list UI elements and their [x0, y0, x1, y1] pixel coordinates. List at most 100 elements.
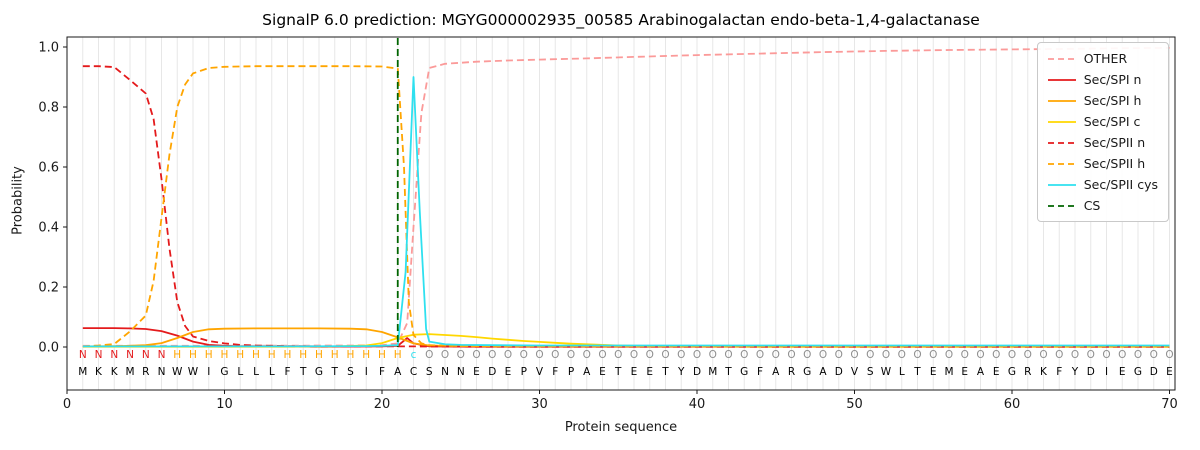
residue-letter: T — [299, 366, 307, 378]
residue-letter: E — [473, 366, 480, 378]
residue-class-label: N — [95, 349, 103, 361]
residue-letter: P — [521, 366, 527, 378]
residue-class-label: O — [1055, 349, 1063, 361]
residue-class-label: H — [347, 349, 355, 361]
residue-class-label: H — [221, 349, 229, 361]
residue-letter: E — [993, 366, 1000, 378]
residue-class-label: H — [299, 349, 307, 361]
residue-letter: V — [536, 366, 544, 378]
residue-class-label: O — [929, 349, 937, 361]
residue-letter: N — [457, 366, 465, 378]
residue-letter: I — [207, 366, 210, 378]
residue-letter: Y — [1071, 366, 1079, 378]
residue-class-label: O — [535, 349, 543, 361]
legend-item-other: OTHER — [1047, 50, 1158, 67]
legend-line-sample — [1047, 78, 1076, 81]
residue-letter: G — [1008, 366, 1016, 378]
residue-letter: S — [867, 366, 874, 378]
residue-letter: K — [95, 366, 103, 378]
residue-letter: E — [646, 366, 653, 378]
residue-class-label: H — [394, 349, 402, 361]
legend-label: Sec/SPI h — [1083, 93, 1142, 108]
residue-letter: T — [913, 366, 921, 378]
residue-letter: G — [220, 366, 228, 378]
residue-letter: A — [772, 366, 780, 378]
residue-class-label: O — [425, 349, 433, 361]
x-tick-label: 60 — [1004, 397, 1021, 412]
residue-letter: E — [930, 366, 937, 378]
residue-class-label: O — [1008, 349, 1016, 361]
residue-letter: M — [125, 366, 134, 378]
residue-class-label: O — [598, 349, 606, 361]
y-tick-label: 0.2 — [38, 281, 59, 296]
residue-class-label: O — [1118, 349, 1126, 361]
residue-letter: I — [1105, 366, 1108, 378]
legend-item-cs: CS — [1047, 197, 1158, 214]
residue-class-label: H — [378, 349, 386, 361]
y-tick-label: 0.6 — [38, 161, 59, 176]
residue-letter: N — [441, 366, 449, 378]
residue-class-label: O — [740, 349, 748, 361]
residue-class-label: O — [646, 349, 654, 361]
residue-letter: S — [426, 366, 433, 378]
residue-class-label: O — [488, 349, 496, 361]
legend-line-sample — [1047, 183, 1076, 186]
residue-class-label: H — [236, 349, 244, 361]
residue-letter: W — [188, 366, 199, 378]
residue-class-label: H — [331, 349, 339, 361]
legend-item-sec-spi-c: Sec/SPI c — [1047, 113, 1158, 130]
x-tick-label: 30 — [531, 397, 548, 412]
residue-class-label: O — [520, 349, 528, 361]
residue-letter: K — [1040, 366, 1048, 378]
residue-class-label: O — [583, 349, 591, 361]
residue-class-label: O — [1134, 349, 1142, 361]
residue-letter: M — [708, 366, 717, 378]
residue-letter: R — [1024, 366, 1031, 378]
residue-class-label: O — [945, 349, 953, 361]
residue-class-label: H — [362, 349, 370, 361]
residue-letter: I — [365, 366, 368, 378]
residue-letter: L — [237, 366, 243, 378]
residue-letter: C — [410, 366, 417, 378]
series-Sec/SPI n — [82, 327, 1170, 348]
residue-letter: T — [614, 366, 622, 378]
x-tick-label: 50 — [846, 397, 863, 412]
residue-class-label: O — [961, 349, 969, 361]
residue-class-label: H — [205, 349, 213, 361]
legend-label: OTHER — [1083, 51, 1128, 66]
series-Sec/SPII cys — [82, 76, 1170, 348]
y-axis-label: Probability — [10, 166, 26, 235]
residue-letter: E — [631, 366, 638, 378]
residue-letter: G — [1134, 366, 1142, 378]
legend-line-sample — [1047, 57, 1076, 60]
residue-letter: Y — [677, 366, 685, 378]
residue-class-label: O — [457, 349, 465, 361]
residue-class-label: H — [173, 349, 181, 361]
residue-letter: T — [724, 366, 732, 378]
residue-class-label: H — [268, 349, 276, 361]
residue-letter: G — [740, 366, 748, 378]
residue-class-label: H — [189, 349, 197, 361]
residue-class-label: O — [1150, 349, 1158, 361]
residue-class-label: O — [992, 349, 1000, 361]
residue-class-label: N — [142, 349, 150, 361]
legend-label: Sec/SPII cys — [1083, 177, 1158, 192]
y-tick-label: 0.4 — [38, 221, 59, 236]
x-tick-label: 0 — [63, 397, 71, 412]
residue-class-label: O — [677, 349, 685, 361]
residue-class-label: O — [898, 349, 906, 361]
residue-class-label: O — [835, 349, 843, 361]
legend-item-sec-spi-n: Sec/SPI n — [1047, 71, 1158, 88]
residue-letter: A — [819, 366, 827, 378]
residue-class-label: O — [709, 349, 717, 361]
residue-letter: S — [347, 366, 354, 378]
legend-item-sec-spii-n: Sec/SPII n — [1047, 134, 1158, 151]
residue-letter: E — [599, 366, 606, 378]
x-tick-label: 40 — [689, 397, 706, 412]
residue-letter: F — [552, 366, 558, 378]
residue-letter: W — [881, 366, 892, 378]
residue-class-label: O — [614, 349, 622, 361]
y-tick-label: 0.0 — [38, 341, 59, 356]
residue-letter: E — [1119, 366, 1126, 378]
